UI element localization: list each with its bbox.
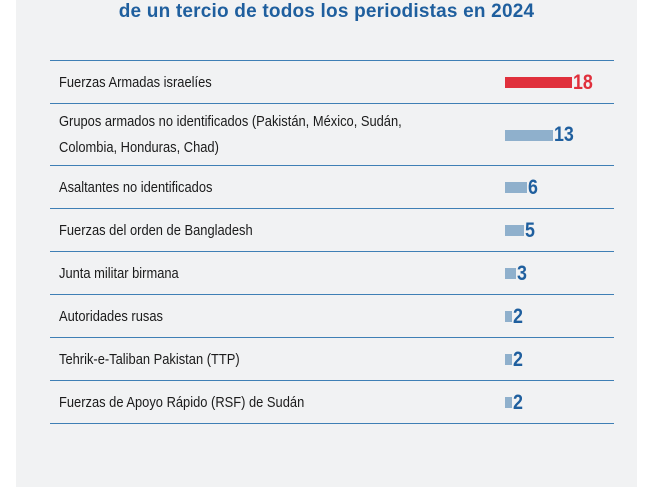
category-label: Fuerzas de Apoyo Rápido (RSF) de Sudán <box>59 393 305 411</box>
category-label: Asaltantes no identificados <box>59 178 213 196</box>
bar-row: Tehrik-e-Taliban Pakistan (TTP) 2 <box>50 338 614 381</box>
bar <box>505 225 524 236</box>
value-label: 6 <box>528 175 539 199</box>
bar <box>505 129 554 141</box>
bar <box>505 311 513 322</box>
bar <box>505 268 517 279</box>
bar <box>505 77 572 88</box>
bar <box>505 354 513 365</box>
category-label: Autoridades rusas <box>59 307 163 325</box>
bar-row: Autoridades rusas 2 <box>50 295 614 338</box>
bar-row: Grupos armados no identificados (Pakistá… <box>50 104 614 166</box>
category-label: Tehrik-e-Taliban Pakistan (TTP) <box>59 350 240 368</box>
bar-row: Asaltantes no identificados 6 <box>50 166 614 209</box>
bar-table: Fuerzas Armadas israelíes 18 Grupos armado… <box>50 60 614 424</box>
bar <box>505 397 513 408</box>
category-label: Junta militar birmana <box>59 264 179 282</box>
bar-row: Junta militar birmana 3 <box>50 252 614 295</box>
value-label: 13 <box>554 123 574 146</box>
value-label: 5 <box>524 218 535 242</box>
value-label: 3 <box>517 261 528 285</box>
bar-row: Fuerzas del orden de Bangladesh 5 <box>50 209 614 252</box>
category-label: Fuerzas Armadas israelíes <box>59 73 212 91</box>
bar-row: Fuerzas de Apoyo Rápido (RSF) de Sudán 2 <box>50 381 614 424</box>
bar-row: Fuerzas Armadas israelíes 18 <box>50 61 614 104</box>
value-label: 2 <box>513 347 524 371</box>
value-label: 2 <box>513 304 524 328</box>
category-label: Grupos armados no identificados (Pakistá… <box>59 113 402 156</box>
category-label: Fuerzas del orden de Bangladesh <box>59 221 253 239</box>
chart-title: de un tercio de todos los periodistas en… <box>118 1 535 22</box>
value-label: 18 <box>572 70 593 94</box>
bar <box>505 182 528 193</box>
value-label: 2 <box>513 390 524 414</box>
